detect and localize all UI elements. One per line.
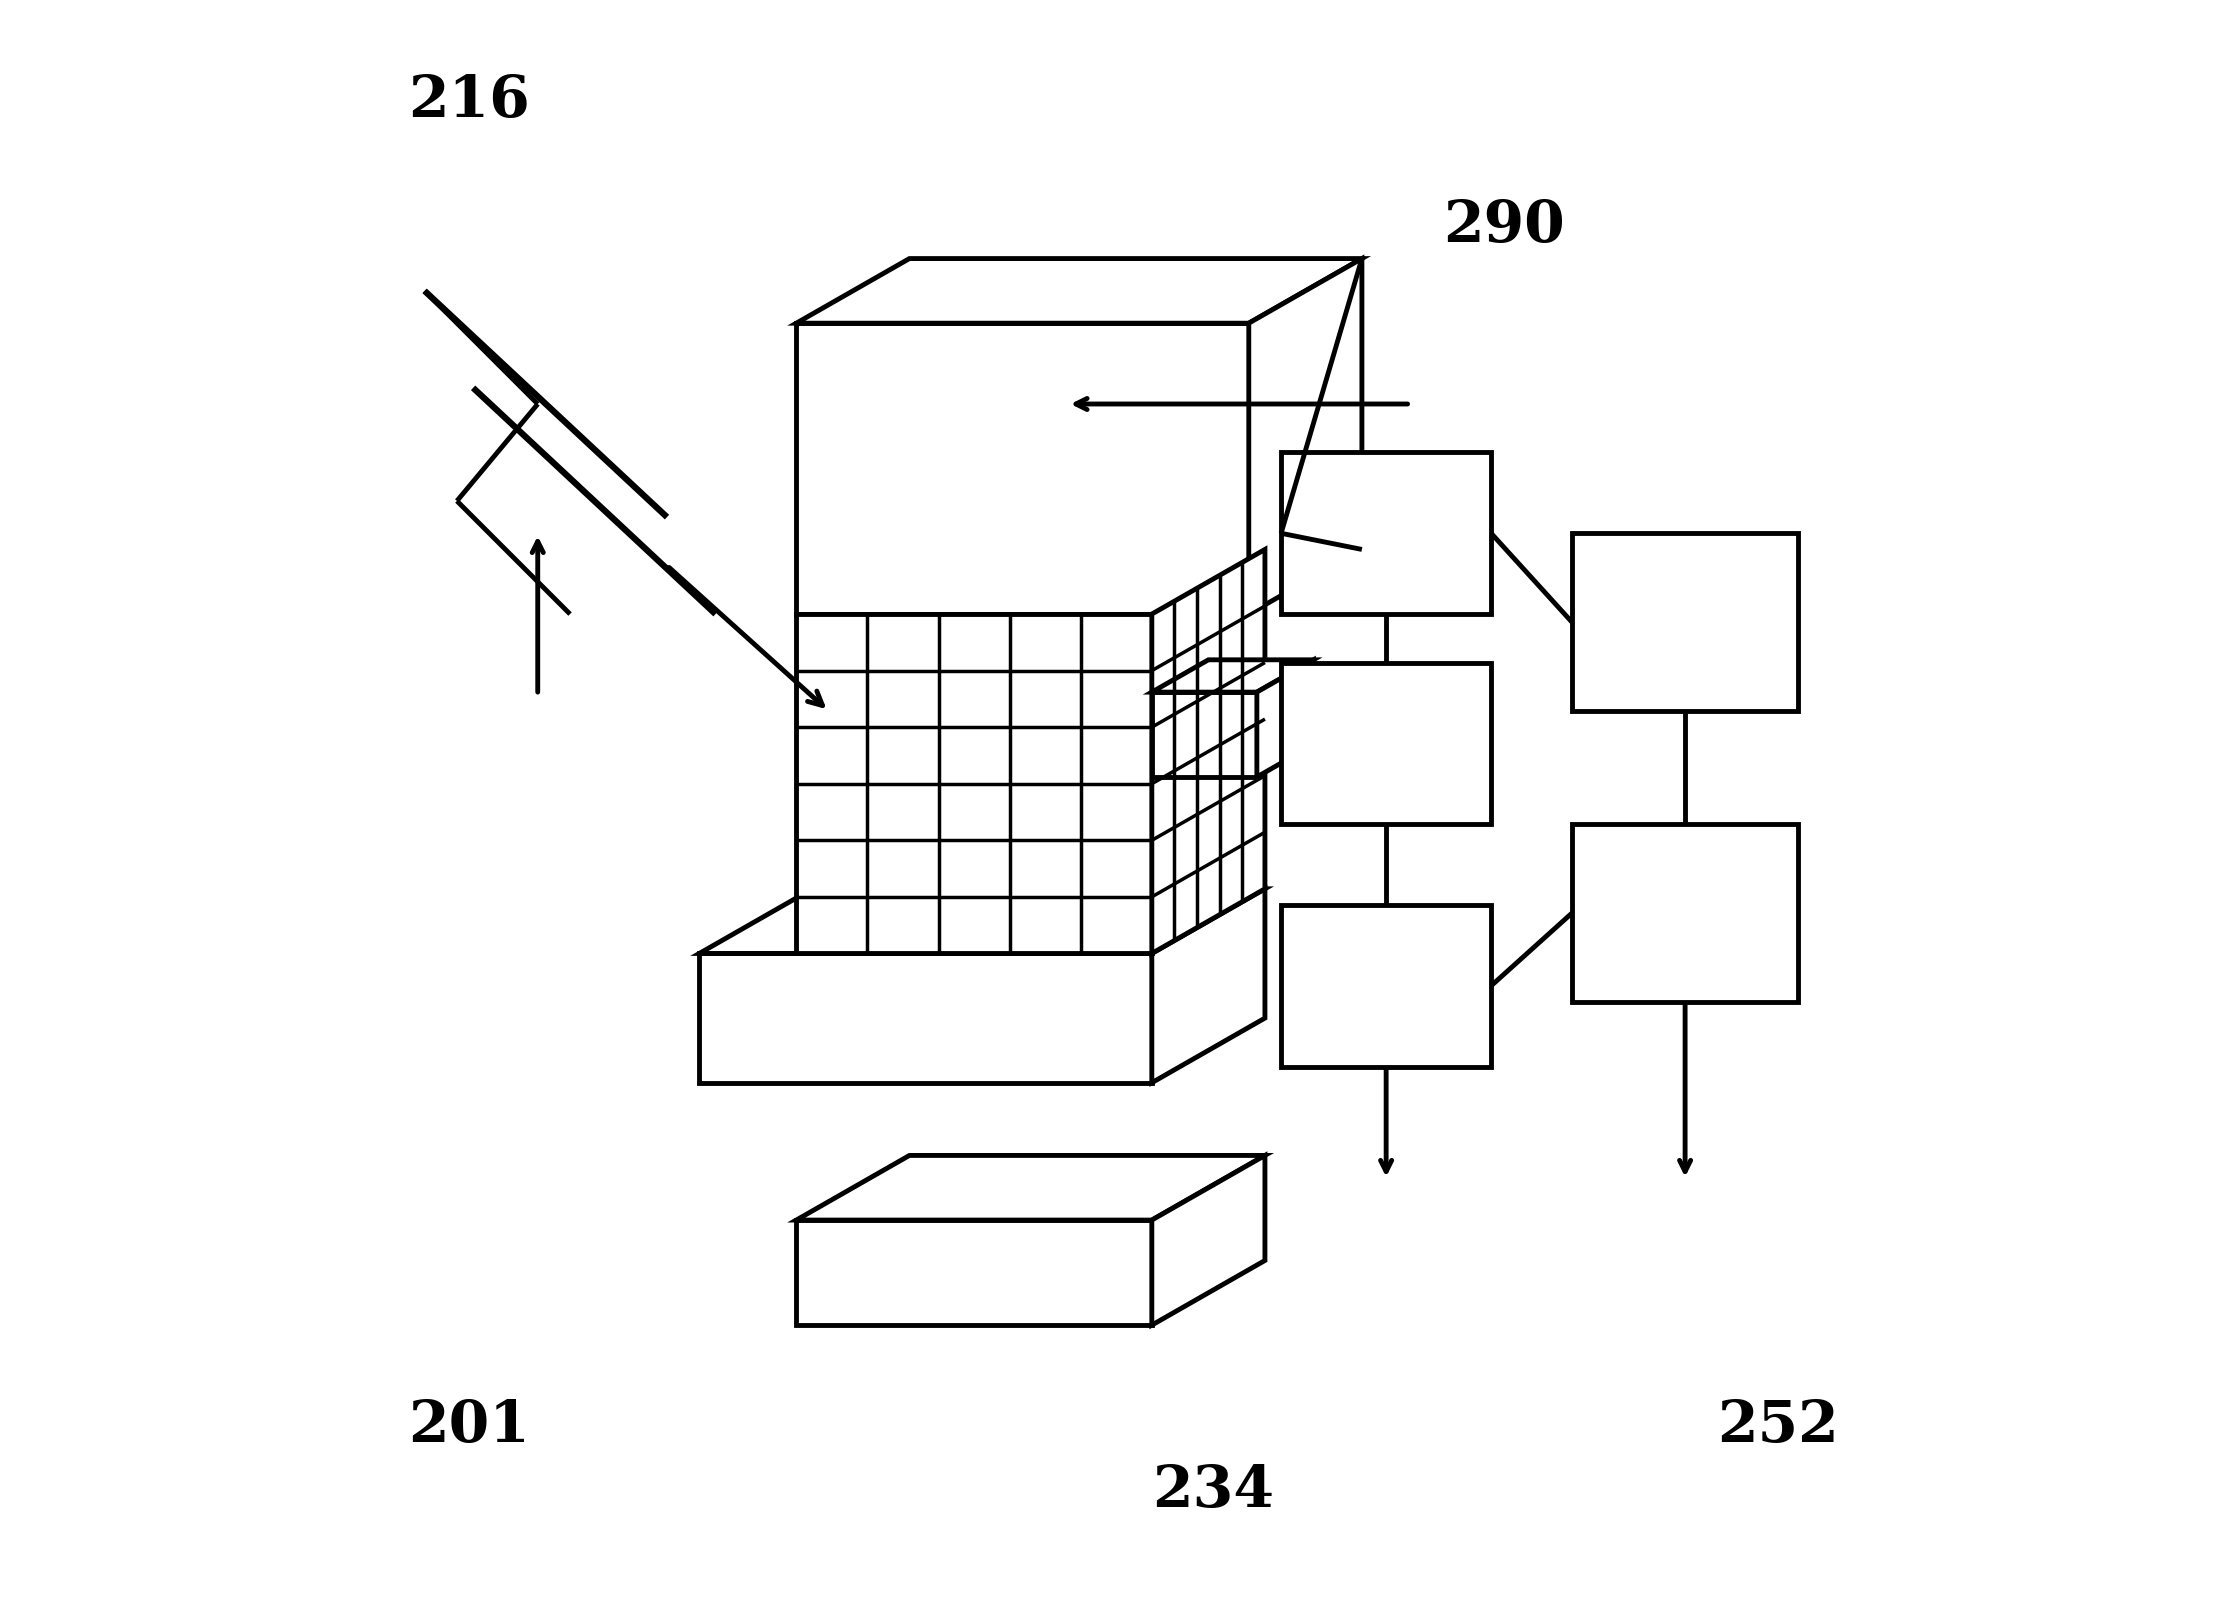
Polygon shape <box>797 614 1151 953</box>
Text: 216: 216 <box>407 73 531 129</box>
Bar <box>1281 905 1491 1067</box>
Polygon shape <box>1151 1155 1265 1325</box>
Polygon shape <box>1151 659 1314 692</box>
Polygon shape <box>699 889 1265 953</box>
Polygon shape <box>699 953 1151 1083</box>
Bar <box>1572 533 1798 711</box>
Polygon shape <box>797 1220 1151 1325</box>
Text: 290: 290 <box>1442 199 1565 254</box>
Polygon shape <box>1249 259 1361 614</box>
Polygon shape <box>797 1155 1265 1220</box>
Polygon shape <box>797 259 1361 323</box>
Polygon shape <box>1151 692 1256 777</box>
Polygon shape <box>1151 549 1265 953</box>
Bar <box>1281 452 1491 614</box>
Text: 201: 201 <box>407 1398 531 1454</box>
Polygon shape <box>797 323 1249 614</box>
Bar <box>1281 663 1491 824</box>
Text: 234: 234 <box>1151 1462 1274 1519</box>
Polygon shape <box>1151 889 1265 1083</box>
Bar <box>1572 824 1798 1002</box>
Polygon shape <box>1256 659 1314 777</box>
Text: 252: 252 <box>1717 1398 1838 1454</box>
